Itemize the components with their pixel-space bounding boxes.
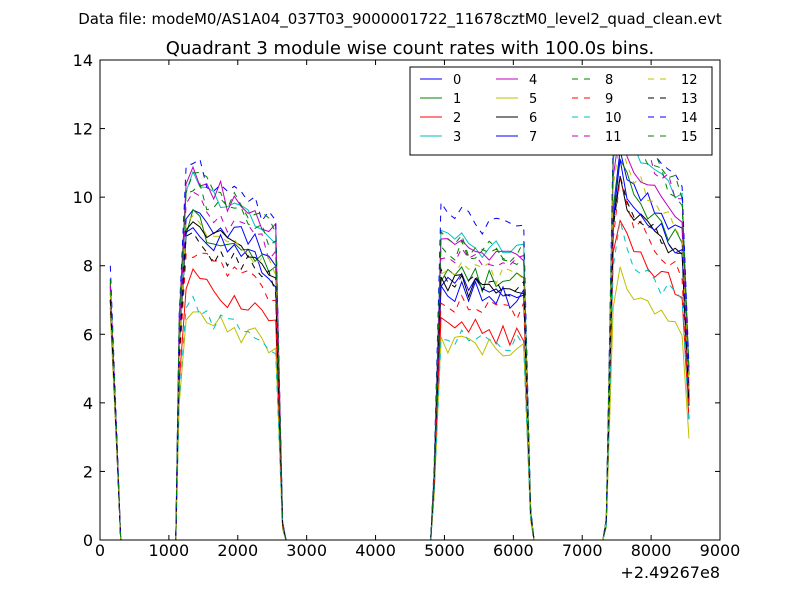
chart-title: Quadrant 3 module wise count rates with … bbox=[166, 38, 655, 59]
legend-label: 0 bbox=[453, 73, 461, 88]
series-line-2 bbox=[109, 219, 690, 540]
series-line-5 bbox=[109, 266, 690, 540]
series-line-13 bbox=[109, 175, 690, 540]
y-tick-label: 10 bbox=[73, 188, 93, 207]
x-tick-label: 3000 bbox=[286, 541, 327, 560]
x-offset-label: +2.49267e8 bbox=[620, 563, 720, 582]
x-tick-label: 1000 bbox=[149, 541, 190, 560]
figure-suptitle: Data file: modeM0/AS1A04_037T03_90000017… bbox=[78, 10, 722, 29]
legend-label: 11 bbox=[605, 130, 622, 145]
x-tick-labels: 0 1000 2000 3000 4000 5000 6000 7000 8000 9000 bbox=[95, 541, 740, 560]
series-line-10 bbox=[109, 220, 690, 540]
series-line-12 bbox=[109, 140, 690, 540]
legend-label: 9 bbox=[605, 92, 613, 107]
series-line-11 bbox=[109, 98, 690, 540]
series-line-0 bbox=[109, 150, 690, 540]
x-tick-label: 6000 bbox=[493, 541, 534, 560]
legend-box bbox=[409, 66, 713, 156]
x-tick-label: 8000 bbox=[631, 541, 672, 560]
legend-label: 2 bbox=[453, 111, 461, 126]
x-tick-label: 9000 bbox=[700, 541, 741, 560]
legend-label: 13 bbox=[681, 92, 698, 107]
legend-label: 6 bbox=[529, 111, 537, 126]
y-tick-label: 0 bbox=[83, 531, 93, 550]
y-tick-label: 14 bbox=[73, 51, 93, 70]
x-tick-label: 7000 bbox=[562, 541, 603, 560]
y-tick-label: 4 bbox=[83, 394, 93, 413]
legend-label: 5 bbox=[529, 92, 537, 107]
legend-label: 8 bbox=[605, 73, 613, 88]
series-line-7 bbox=[109, 159, 690, 540]
axis-ticks bbox=[99, 59, 721, 541]
series-line-4 bbox=[109, 127, 690, 540]
series-line-9 bbox=[109, 177, 690, 540]
x-tick-label: 5000 bbox=[424, 541, 465, 560]
legend-label: 7 bbox=[529, 130, 537, 145]
legend-label: 12 bbox=[681, 73, 698, 88]
y-tick-label: 6 bbox=[83, 325, 93, 344]
x-tick-label: 2000 bbox=[217, 541, 258, 560]
y-tick-label: 8 bbox=[83, 257, 93, 276]
plot-frame bbox=[99, 59, 721, 541]
x-tick-label: 0 bbox=[95, 541, 105, 560]
x-tick-label: 4000 bbox=[355, 541, 396, 560]
legend-label: 3 bbox=[453, 130, 461, 145]
series-layer bbox=[109, 77, 690, 540]
legend-label: 15 bbox=[681, 130, 698, 145]
legend-label: 10 bbox=[605, 111, 622, 126]
legend-label: 1 bbox=[453, 92, 461, 107]
y-tick-labels: 0 2 4 6 8 10 12 14 bbox=[73, 51, 93, 550]
y-tick-label: 12 bbox=[73, 120, 93, 139]
y-tick-label: 2 bbox=[83, 462, 93, 481]
legend-label: 14 bbox=[681, 111, 698, 126]
legend-label: 4 bbox=[529, 73, 537, 88]
